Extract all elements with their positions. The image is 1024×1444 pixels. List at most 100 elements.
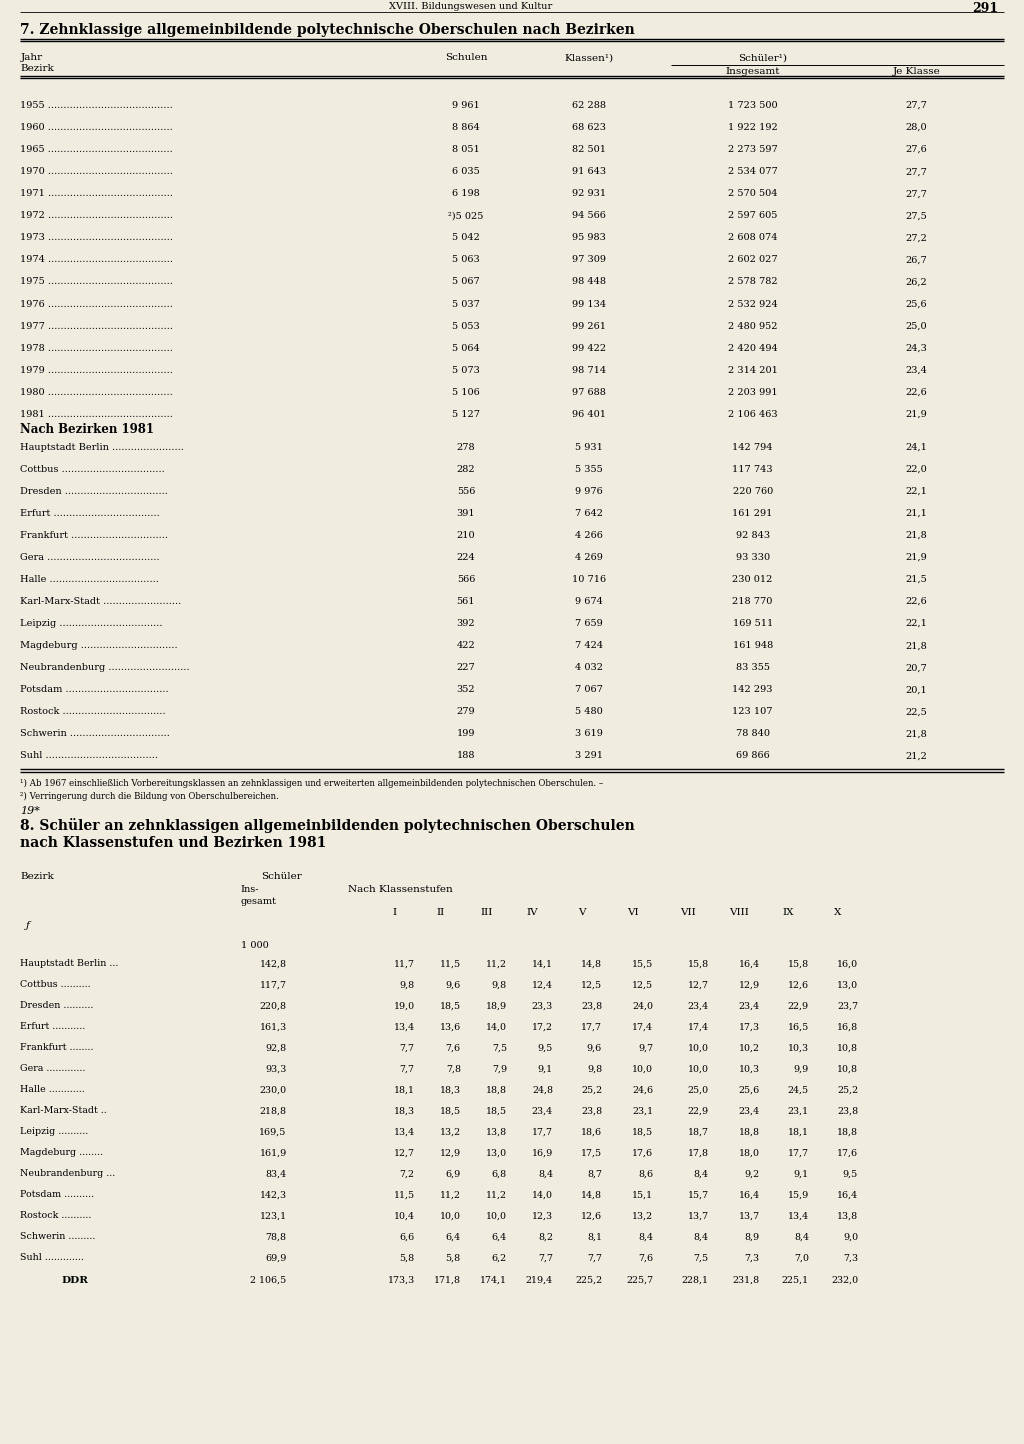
Text: 5 355: 5 355 (574, 465, 603, 474)
Text: 22,6: 22,6 (905, 388, 928, 397)
Text: 1981 ........................................: 1981 ...................................… (20, 410, 173, 419)
Text: 225,2: 225,2 (575, 1276, 602, 1285)
Text: 18,3: 18,3 (439, 1086, 461, 1095)
Text: 7,2: 7,2 (399, 1170, 415, 1178)
Text: 18,5: 18,5 (439, 1106, 461, 1115)
Text: 17,6: 17,6 (632, 1148, 653, 1157)
Text: 17,6: 17,6 (837, 1148, 858, 1157)
Text: 7,6: 7,6 (638, 1253, 653, 1262)
Text: 2 106,5: 2 106,5 (251, 1276, 287, 1285)
Text: 19*: 19* (20, 806, 40, 816)
Text: 16,0: 16,0 (837, 959, 858, 969)
Text: 7 424: 7 424 (574, 641, 603, 650)
Text: 21,8: 21,8 (905, 531, 928, 540)
Text: 18,5: 18,5 (485, 1106, 507, 1115)
Text: 7,5: 7,5 (492, 1044, 507, 1053)
Text: 228,1: 228,1 (682, 1276, 709, 1285)
Text: 1978 ........................................: 1978 ...................................… (20, 344, 173, 352)
Text: 5 067: 5 067 (452, 277, 480, 286)
Text: 556: 556 (457, 487, 475, 495)
Text: 10,4: 10,4 (393, 1212, 415, 1220)
Text: 1 922 192: 1 922 192 (728, 123, 777, 131)
Text: Karl-Marx-Stadt ..: Karl-Marx-Stadt .. (20, 1106, 108, 1115)
Text: 6,4: 6,4 (445, 1232, 461, 1242)
Text: 68 623: 68 623 (571, 123, 606, 131)
Text: 83 355: 83 355 (735, 663, 770, 673)
Text: 7,9: 7,9 (492, 1064, 507, 1073)
Text: 2 480 952: 2 480 952 (728, 322, 777, 331)
Text: 92,8: 92,8 (265, 1044, 287, 1053)
Text: 92 843: 92 843 (735, 531, 770, 540)
Text: 4 269: 4 269 (574, 553, 603, 562)
Text: Dresden ..........: Dresden .......... (20, 1002, 94, 1011)
Text: Jahr: Jahr (20, 53, 43, 62)
Text: 422: 422 (457, 641, 475, 650)
Text: 225,7: 225,7 (627, 1276, 653, 1285)
Text: 23,4: 23,4 (738, 1106, 760, 1115)
Text: Ins-: Ins- (241, 885, 259, 894)
Text: Potsdam .................................: Potsdam ................................… (20, 686, 169, 695)
Text: 4 266: 4 266 (574, 531, 603, 540)
Text: 23,4: 23,4 (687, 1002, 709, 1011)
Text: 279: 279 (457, 708, 475, 716)
Text: 2 602 027: 2 602 027 (728, 256, 777, 264)
Text: 23,3: 23,3 (531, 1002, 553, 1011)
Text: IX: IX (782, 908, 795, 917)
Text: 8 051: 8 051 (452, 146, 480, 155)
Text: 91 643: 91 643 (571, 168, 606, 176)
Text: 22,1: 22,1 (905, 487, 928, 495)
Text: 12,9: 12,9 (439, 1148, 461, 1157)
Text: II: II (436, 908, 444, 917)
Text: 10,8: 10,8 (837, 1064, 858, 1073)
Text: 14,0: 14,0 (531, 1190, 553, 1200)
Text: 9 674: 9 674 (574, 598, 603, 606)
Text: 17,4: 17,4 (632, 1022, 653, 1031)
Text: 224: 224 (457, 553, 475, 562)
Text: 2 597 605: 2 597 605 (728, 211, 777, 221)
Text: 142 794: 142 794 (732, 443, 773, 452)
Text: Halle ............: Halle ............ (20, 1086, 85, 1095)
Text: Neubrandenburg ..........................: Neubrandenburg .........................… (20, 663, 190, 673)
Text: 8,9: 8,9 (744, 1232, 760, 1242)
Text: 17,7: 17,7 (787, 1148, 809, 1157)
Text: 15,9: 15,9 (787, 1190, 809, 1200)
Text: 18,8: 18,8 (837, 1128, 858, 1136)
Text: 1980 ........................................: 1980 ...................................… (20, 388, 173, 397)
Text: 9,8: 9,8 (587, 1064, 602, 1073)
Text: 2 203 991: 2 203 991 (728, 388, 777, 397)
Text: 25,0: 25,0 (687, 1086, 709, 1095)
Text: 78 840: 78 840 (735, 729, 770, 738)
Text: 13,0: 13,0 (485, 1148, 507, 1157)
Text: 2 608 074: 2 608 074 (728, 234, 777, 243)
Text: 14,8: 14,8 (581, 959, 602, 969)
Text: 230,0: 230,0 (260, 1086, 287, 1095)
Text: 6,4: 6,4 (492, 1232, 507, 1242)
Text: nach Klassenstufen und Bezirken 1981: nach Klassenstufen und Bezirken 1981 (20, 836, 327, 851)
Text: 10,3: 10,3 (738, 1064, 760, 1073)
Text: 93,3: 93,3 (265, 1064, 287, 1073)
Text: 9,7: 9,7 (638, 1044, 653, 1053)
Text: Hauptstadt Berlin .......................: Hauptstadt Berlin ......................… (20, 443, 184, 452)
Text: 13,7: 13,7 (738, 1212, 760, 1220)
Text: 7,3: 7,3 (843, 1253, 858, 1262)
Text: 9 976: 9 976 (574, 487, 603, 495)
Text: 22,6: 22,6 (905, 598, 928, 606)
Text: Magdeburg ........: Magdeburg ........ (20, 1148, 103, 1157)
Text: 12,9: 12,9 (738, 980, 760, 989)
Text: 219,4: 219,4 (526, 1276, 553, 1285)
Text: Nach Klassenstufen: Nach Klassenstufen (348, 885, 453, 894)
Text: 15,8: 15,8 (787, 959, 809, 969)
Text: 3 291: 3 291 (574, 751, 603, 761)
Text: Halle ...................................: Halle ..................................… (20, 575, 160, 583)
Text: 14,1: 14,1 (531, 959, 553, 969)
Text: 6,9: 6,9 (445, 1170, 461, 1178)
Text: 69,9: 69,9 (265, 1253, 287, 1262)
Text: 9,6: 9,6 (587, 1044, 602, 1053)
Text: Hauptstadt Berlin ...: Hauptstadt Berlin ... (20, 959, 119, 969)
Text: 24,5: 24,5 (787, 1086, 809, 1095)
Text: 24,6: 24,6 (632, 1086, 653, 1095)
Text: XVIII. Bildungswesen und Kultur: XVIII. Bildungswesen und Kultur (389, 1, 552, 12)
Text: 25,0: 25,0 (905, 322, 928, 331)
Text: 24,0: 24,0 (632, 1002, 653, 1011)
Text: 161 948: 161 948 (732, 641, 773, 650)
